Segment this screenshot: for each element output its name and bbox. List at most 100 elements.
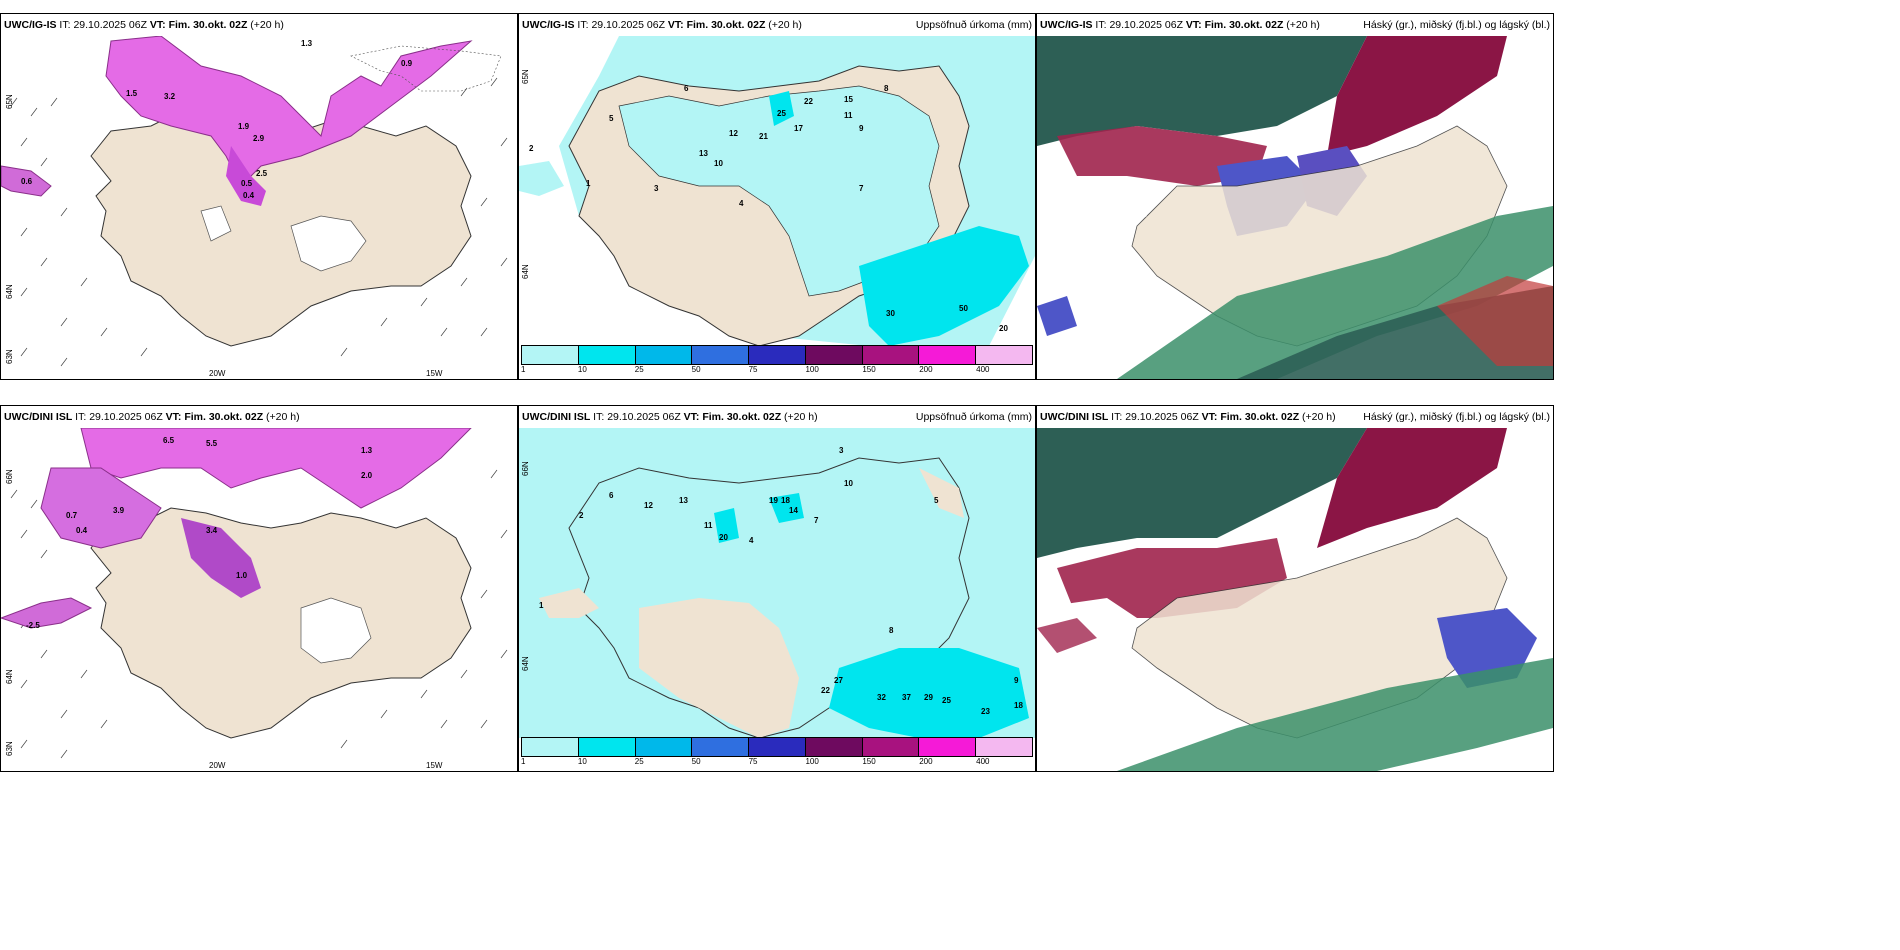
colorbar-labels: 1 10 25 50 75 100 150 200 400 [521, 365, 1033, 377]
vt-value: Fim. 30.okt. 02Z [168, 19, 248, 31]
cloud-title: Háský (gr.), miðský (fj.bl.) og lágský (… [1363, 19, 1550, 31]
cb-label: 10 [577, 365, 587, 374]
colorbar-seg [862, 738, 920, 756]
lat-label: 65N [5, 94, 14, 109]
lead-time: (+20 h) [250, 19, 284, 31]
precip-value: 10 [714, 159, 723, 168]
precip-value: 13 [699, 149, 708, 158]
precip-value: 18 [781, 496, 790, 505]
precip-value: 6 [684, 84, 689, 93]
colorbar-labels: 1 10 25 50 75 100 150 200 400 [521, 757, 1033, 769]
colorbar-seg [522, 346, 579, 364]
precip-value: 17 [794, 124, 803, 133]
colorbar-seg [919, 346, 977, 364]
temp-label: 2.5 [256, 169, 268, 178]
cloud-title: Háský (gr.), miðský (fj.bl.) og lágský (… [1363, 411, 1550, 423]
vt-value: Fim. 30.okt. 02Z [184, 411, 264, 423]
cb-label: 200 [919, 757, 933, 766]
lat-label: 64N [5, 669, 14, 684]
panel-header: UWC/DINI ISL IT: 29.10.2025 06Z VT: Fim.… [1037, 406, 1553, 428]
panel-header: UWC/DINI ISL IT: 29.10.2025 06Z VT: Fim.… [519, 406, 1035, 428]
lat-label: 63N [5, 741, 14, 756]
precip-value: 4 [739, 199, 744, 208]
precip-value: 37 [902, 693, 911, 702]
it-value: 29.10.2025 06Z [1109, 19, 1183, 31]
temp-label: 5.5 [206, 439, 218, 448]
it-label: IT: [75, 411, 87, 423]
precip-value: 11 [844, 111, 853, 120]
cb-label: 200 [919, 365, 933, 374]
panel-cloud-row2: UWC/DINI ISL IT: 29.10.2025 06Z VT: Fim.… [1036, 405, 1554, 772]
cb-label: 25 [634, 365, 644, 374]
model-name: UWC/DINI ISL [522, 411, 591, 423]
precip-value: 2 [579, 511, 584, 520]
model-name: UWC/IG-IS [522, 19, 575, 31]
precip-value: 3 [654, 184, 659, 193]
precip-numbers: 2 3 6 13 12 11 20 19 18 14 10 7 5 4 8 27… [539, 446, 1023, 716]
colorbar-seg [749, 738, 806, 756]
lon-label: 15W [426, 369, 443, 378]
lon-label: 15W [426, 761, 443, 770]
it-value: 29.10.2025 06Z [607, 411, 681, 423]
lon-label: 20W [209, 761, 226, 770]
colorbar-seg [578, 346, 636, 364]
lat-label: 64N [521, 264, 530, 279]
colorbar-seg [749, 346, 806, 364]
cloud-map [1037, 36, 1553, 379]
precip-value: 22 [804, 97, 813, 106]
precip-value: 15 [844, 95, 853, 104]
precip-value: 1 [586, 179, 591, 188]
colorbar-seg [578, 738, 636, 756]
precip-colorbar [521, 345, 1033, 365]
vt-label: VT: [1201, 411, 1218, 423]
temp-label: 2.9 [253, 134, 265, 143]
vt-value: Fim. 30.okt. 02Z [702, 411, 782, 423]
temp-label: 1.5 [126, 89, 138, 98]
temp-label: 3.2 [164, 92, 176, 101]
temp-label: 0.7 [66, 511, 78, 520]
it-value: 29.10.2025 06Z [89, 411, 163, 423]
precip-value: 25 [942, 696, 951, 705]
precip-title: Uppsöfnuð úrkoma (mm) [915, 411, 1032, 423]
precip-value: 11 [704, 521, 713, 530]
panel-header: UWC/IG-IS IT: 29.10.2025 06Z VT: Fim. 30… [1037, 14, 1553, 36]
precip-value: 5 [609, 114, 614, 123]
precip-value: 19 [769, 496, 778, 505]
precip-value: 21 [759, 132, 768, 141]
it-value: 29.10.2025 06Z [1125, 411, 1199, 423]
temp-label: 2.0 [361, 471, 373, 480]
precip-value: 12 [729, 129, 738, 138]
cb-label: 1 [521, 757, 526, 766]
colorbar-seg [976, 346, 1033, 364]
temp-labels: 3.2 2.5 1.9 1.3 0.9 0.5 0.4 1.5 2.9 0.6 [21, 39, 413, 200]
precip-value: 3 [839, 446, 844, 455]
cb-label: 25 [634, 757, 644, 766]
precip-value: 5 [934, 496, 939, 505]
it-value: 29.10.2025 06Z [73, 19, 147, 31]
precip-value: 25 [777, 109, 786, 118]
temp-label: 0.6 [21, 177, 33, 186]
temp-label: 3.4 [206, 526, 218, 535]
lon-label: 20W [209, 369, 226, 378]
temp-map: 3.2 2.5 1.9 1.3 0.9 0.5 0.4 1.5 2.9 0.6 [1, 36, 508, 367]
vt-value: Fim. 30.okt. 02Z [1220, 411, 1300, 423]
cb-label: 50 [691, 365, 701, 374]
panel-temp-row1: UWC/IG-IS IT: 29.10.2025 06Z VT: Fim. 30… [0, 13, 518, 380]
vt-label: VT: [165, 411, 182, 423]
precip-numbers: 2 3 6 5 8 10 12 22 25 17 21 13 15 11 9 4… [529, 84, 1008, 356]
temp-label: 1.3 [301, 39, 313, 48]
temp-label: 1.9 [238, 122, 250, 131]
precip-value: 10 [844, 479, 853, 488]
lat-label: 65N [521, 69, 530, 84]
vt-label: VT: [667, 19, 684, 31]
lead-time: (+20 h) [266, 411, 300, 423]
lead-time: (+20 h) [1286, 19, 1320, 31]
colorbar-seg [692, 346, 750, 364]
precip-title: Uppsöfnuð úrkoma (mm) [915, 19, 1032, 31]
panel-header: UWC/IG-IS IT: 29.10.2025 06Z VT: Fim. 30… [519, 14, 1035, 36]
temp-label: 3.9 [113, 506, 125, 515]
precip-value: 12 [644, 501, 653, 510]
precip-value: 32 [877, 693, 886, 702]
temp-label: -2.5 [26, 621, 40, 630]
colorbar-seg [805, 346, 863, 364]
